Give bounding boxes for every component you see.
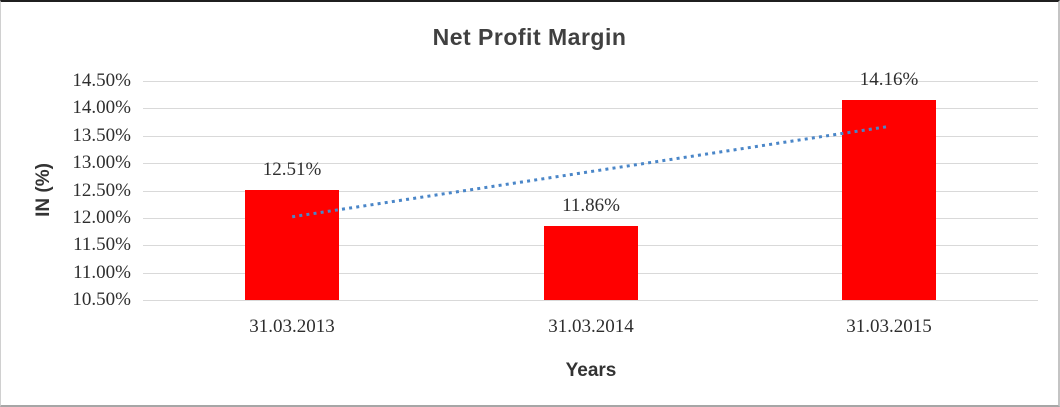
y-tick-label: 14.50% bbox=[72, 70, 131, 91]
y-tick-label: 14.00% bbox=[72, 97, 131, 118]
y-tick-label: 12.50% bbox=[72, 180, 131, 201]
gridline bbox=[143, 163, 1038, 164]
chart-title: Net Profit Margin bbox=[432, 24, 627, 50]
data-label: 14.16% bbox=[859, 69, 919, 90]
gridline bbox=[143, 191, 1038, 192]
bar-series-point-1 bbox=[544, 226, 638, 300]
y-tick-label: 13.00% bbox=[72, 152, 131, 173]
x-tick-label: 31.03.2015 bbox=[846, 316, 932, 337]
x-axis-title: Years bbox=[565, 360, 617, 381]
y-tick-label: 11.50% bbox=[73, 234, 131, 255]
trendline bbox=[291, 124, 890, 219]
gridline bbox=[143, 108, 1038, 109]
plot-area bbox=[143, 81, 1038, 301]
gridline bbox=[143, 300, 1038, 301]
y-tick-label: 12.00% bbox=[72, 207, 131, 228]
data-label: 11.86% bbox=[562, 195, 620, 216]
gridline bbox=[143, 218, 1038, 219]
bar-series-point-0 bbox=[245, 190, 339, 300]
x-tick-label: 31.03.2013 bbox=[249, 316, 335, 337]
gridline bbox=[143, 136, 1038, 137]
bar-series-point-2 bbox=[842, 100, 936, 300]
y-tick-label: 10.50% bbox=[72, 289, 131, 310]
y-tick-label: 11.00% bbox=[73, 262, 131, 283]
y-tick-label: 13.50% bbox=[72, 125, 131, 146]
gridline bbox=[143, 81, 1038, 82]
x-tick-label: 31.03.2014 bbox=[548, 316, 634, 337]
data-label: 12.51% bbox=[262, 159, 322, 180]
